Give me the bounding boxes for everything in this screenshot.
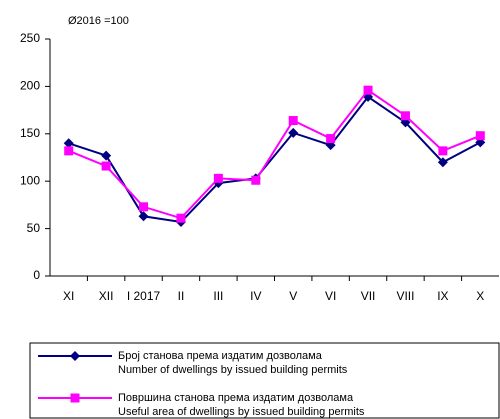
x-tick-label: IV (250, 289, 261, 303)
y-tick-label: 150 (20, 126, 40, 140)
legend-label: Number of dwellings by issued building p… (118, 364, 348, 376)
legend-box (29, 342, 500, 419)
square-marker (70, 393, 80, 403)
x-tick-label: VII (361, 289, 376, 303)
y-tick-label: 50 (27, 221, 41, 235)
square-marker (101, 161, 111, 171)
square-marker (176, 213, 186, 223)
diamond-marker (437, 157, 448, 168)
square-marker (288, 116, 298, 126)
square-marker (326, 134, 336, 144)
square-marker (363, 85, 373, 95)
y-tick-label: 200 (20, 79, 40, 93)
x-tick-label: XI (63, 289, 74, 303)
square-marker (64, 146, 74, 156)
legend-label: Број станова према издатим дозволама (118, 350, 323, 362)
y-tick-label: 100 (20, 173, 40, 187)
diamond-marker (101, 150, 112, 161)
diamond-marker (288, 127, 299, 138)
legend-label: Површина станова према издатим дозволама (118, 392, 354, 404)
square-marker (213, 173, 223, 183)
x-tick-label: V (289, 289, 297, 303)
series-line (68, 95, 481, 224)
x-tick-label: X (476, 289, 484, 303)
x-tick-label: II (178, 289, 185, 303)
square-marker (139, 202, 149, 212)
chart-subtitle: Ø2016 =100 (68, 15, 129, 27)
x-tick-label: XII (99, 289, 114, 303)
legend-label: Useful area of dwellings by issued build… (118, 406, 365, 418)
y-tick-label: 0 (33, 268, 40, 282)
square-marker (438, 146, 448, 156)
square-marker (475, 131, 485, 141)
diamond-marker (70, 351, 80, 361)
x-tick-label: III (213, 289, 223, 303)
series-line (68, 88, 481, 220)
x-tick-label: I 2017 (127, 289, 161, 303)
x-tick-label: VI (325, 289, 336, 303)
x-tick-label: VIII (396, 289, 414, 303)
square-marker (251, 175, 261, 185)
x-tick-label: IX (437, 289, 448, 303)
diamond-marker (138, 211, 149, 222)
diamond-marker (63, 138, 74, 149)
square-marker (400, 111, 410, 121)
y-tick-label: 250 (20, 31, 40, 45)
